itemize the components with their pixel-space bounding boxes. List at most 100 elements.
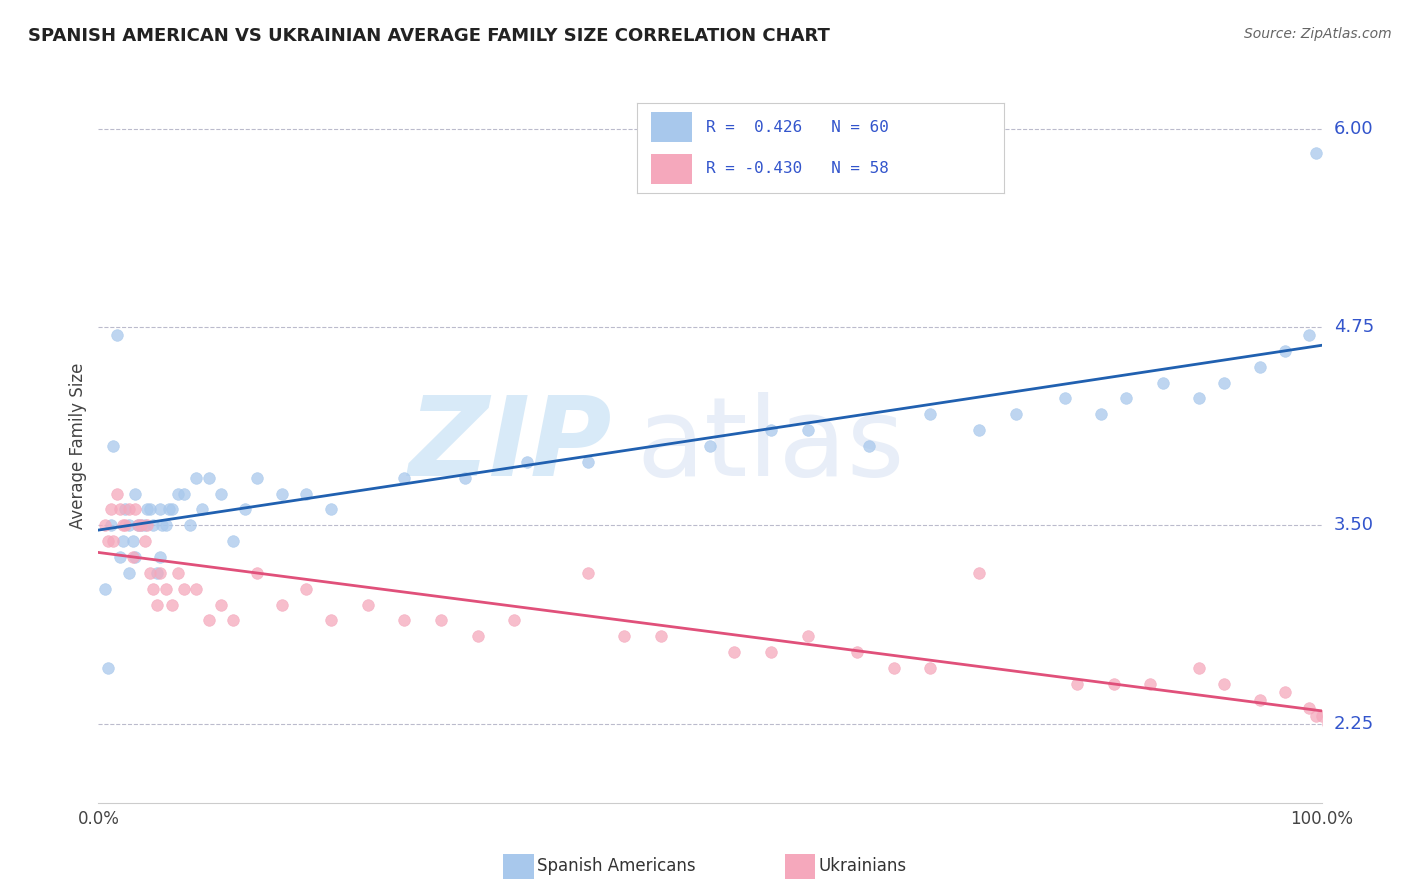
Point	[392, 471, 416, 485]
Point	[246, 566, 269, 580]
Point	[920, 661, 942, 675]
Text: Ukrainians: Ukrainians	[818, 857, 907, 875]
Point	[124, 502, 146, 516]
Point	[150, 518, 173, 533]
Point	[93, 518, 115, 533]
Point	[1053, 392, 1076, 406]
Point	[1323, 724, 1346, 739]
Point	[105, 486, 128, 500]
Point	[1298, 700, 1320, 714]
Point	[142, 518, 165, 533]
Point	[111, 518, 134, 533]
Point	[173, 486, 195, 500]
Point	[319, 502, 342, 516]
Text: ZIP: ZIP	[409, 392, 612, 500]
Point	[270, 598, 294, 612]
Point	[101, 534, 124, 549]
Point	[155, 582, 177, 596]
Point	[920, 407, 942, 421]
Point	[1212, 677, 1234, 691]
Point	[124, 549, 146, 564]
Point	[186, 582, 208, 596]
Point	[209, 486, 232, 500]
Point	[186, 471, 208, 485]
Point	[100, 518, 122, 533]
Text: Spanish Americans: Spanish Americans	[537, 857, 696, 875]
Point	[149, 549, 172, 564]
Point	[191, 502, 214, 516]
Point	[1152, 376, 1174, 390]
Point	[121, 534, 143, 549]
Point	[134, 518, 156, 533]
Point	[127, 518, 149, 533]
Point	[270, 486, 294, 500]
Point	[967, 423, 990, 437]
Point	[1316, 716, 1339, 731]
Point	[142, 582, 165, 596]
Point	[167, 486, 190, 500]
Point	[1090, 407, 1112, 421]
Point	[797, 423, 820, 437]
Point	[246, 471, 269, 485]
Point	[723, 645, 745, 659]
Point	[111, 534, 134, 549]
Point	[761, 423, 783, 437]
Point	[1004, 407, 1026, 421]
Text: Source: ZipAtlas.com: Source: ZipAtlas.com	[1244, 27, 1392, 41]
Point	[1274, 685, 1296, 699]
Text: 3.50: 3.50	[1334, 516, 1374, 534]
Point	[139, 566, 162, 580]
Point	[110, 549, 132, 564]
Point	[118, 518, 141, 533]
Point	[430, 614, 453, 628]
Point	[149, 566, 172, 580]
Text: atlas: atlas	[637, 392, 905, 500]
Point	[295, 582, 318, 596]
Point	[146, 566, 169, 580]
Text: 2.25: 2.25	[1334, 714, 1374, 732]
Point	[97, 534, 120, 549]
Point	[105, 328, 128, 343]
Point	[167, 566, 190, 580]
Point	[97, 661, 120, 675]
Point	[129, 518, 152, 533]
Point	[209, 598, 232, 612]
Point	[1188, 392, 1211, 406]
Point	[179, 518, 201, 533]
Point	[157, 502, 180, 516]
Point	[845, 645, 868, 659]
Point	[127, 518, 149, 533]
Point	[392, 614, 416, 628]
Point	[1066, 677, 1088, 691]
Point	[1115, 392, 1137, 406]
Point	[1274, 343, 1296, 358]
Point	[101, 439, 124, 453]
Text: SPANISH AMERICAN VS UKRAINIAN AVERAGE FAMILY SIZE CORRELATION CHART: SPANISH AMERICAN VS UKRAINIAN AVERAGE FA…	[28, 27, 830, 45]
Point	[467, 629, 489, 643]
Point	[1139, 677, 1161, 691]
Point	[967, 566, 990, 580]
Point	[118, 502, 141, 516]
Y-axis label: Average Family Size: Average Family Size	[69, 363, 87, 529]
Point	[1310, 708, 1333, 723]
Point	[576, 455, 599, 469]
Point	[134, 534, 156, 549]
Point	[576, 566, 599, 580]
Point	[93, 582, 115, 596]
Point	[1188, 661, 1211, 675]
Point	[295, 486, 318, 500]
Point	[761, 645, 783, 659]
Point	[149, 502, 172, 516]
Point	[516, 455, 538, 469]
Point	[699, 439, 721, 453]
Point	[197, 471, 219, 485]
Point	[139, 502, 162, 516]
Point	[1250, 359, 1272, 374]
Point	[136, 502, 159, 516]
Point	[155, 518, 177, 533]
Point	[454, 471, 477, 485]
Point	[233, 502, 256, 516]
Point	[146, 598, 169, 612]
Point	[173, 582, 195, 596]
Point	[121, 549, 143, 564]
